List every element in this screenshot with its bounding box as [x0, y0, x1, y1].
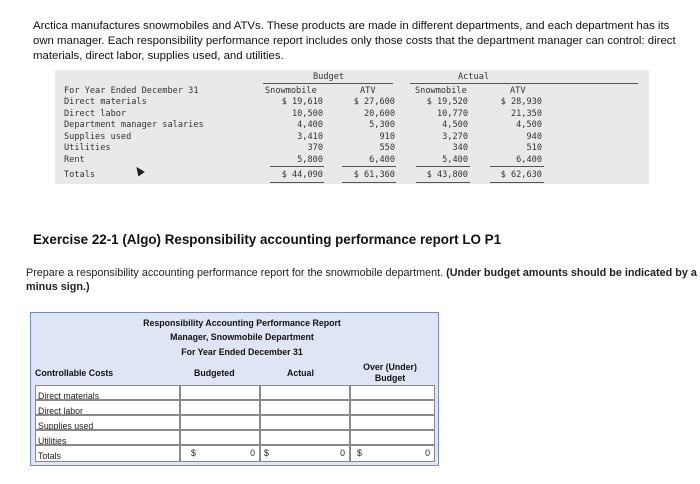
exercise-title: Exercise 22-1 (Algo) Responsibility acco…	[33, 232, 502, 247]
cell: 940	[526, 132, 542, 142]
col-atv-budget: ATV	[360, 86, 376, 96]
double-line	[342, 182, 396, 183]
total-value: 0	[340, 448, 345, 458]
dollar-sign: $	[357, 448, 362, 458]
budgeted-input[interactable]	[180, 415, 260, 430]
over-under-input[interactable]	[350, 400, 435, 415]
row-supplies-used: Supplies used	[35, 415, 180, 431]
row-utilities: Utilities	[35, 430, 180, 446]
instructions: Prepare a responsibility accounting perf…	[26, 266, 698, 294]
double-line	[416, 182, 470, 183]
actual-input[interactable]	[260, 400, 350, 415]
row-totals: Totals	[35, 445, 180, 462]
cell: 5,300	[369, 120, 395, 130]
row-label: Utilities	[64, 143, 111, 153]
actual-input[interactable]	[260, 415, 350, 430]
row-label: Utilities	[38, 436, 67, 446]
budget-group-header: Budget	[313, 72, 345, 82]
budgeted-input[interactable]	[180, 400, 260, 415]
row-direct-labor: Direct labor	[35, 400, 180, 416]
cell: $ 44,090	[281, 170, 323, 180]
instructions-note: (Under budget amounts should be indicate…	[26, 267, 697, 293]
cell: $ 19,520	[426, 97, 468, 107]
cell: 550	[379, 143, 395, 153]
report-subtitle: Manager, Snowmobile Department	[170, 332, 314, 342]
row-label: Direct labor	[64, 109, 127, 119]
cell: 6,400	[516, 155, 542, 165]
report-title: Responsibility Accounting Performance Re…	[143, 318, 341, 328]
budgeted-input[interactable]	[180, 385, 260, 400]
col-actual: Actual	[287, 368, 314, 378]
actual-input[interactable]	[260, 430, 350, 445]
cell: 10,500	[291, 109, 323, 119]
row-label: Supplies used	[64, 132, 132, 142]
instructions-text: Prepare a responsibility accounting perf…	[26, 267, 444, 279]
col-snowmobile-actual: Snowmobile	[415, 86, 467, 96]
col-controllable-costs: Controllable Costs	[35, 368, 114, 378]
cell: 4,500	[516, 120, 542, 130]
actual-total: $ 0	[260, 445, 350, 462]
col-snowmobile-budget: Snowmobile	[265, 86, 317, 96]
cell: $ 62,630	[500, 170, 542, 180]
col-budgeted: Budgeted	[194, 368, 235, 378]
cell: 6,400	[369, 155, 395, 165]
row-label: Department manager salaries	[64, 120, 204, 130]
budgeted-input[interactable]	[180, 430, 260, 445]
cell: $ 61,360	[353, 170, 395, 180]
cell: 4,400	[297, 120, 323, 130]
sum-line	[416, 166, 470, 167]
over-under-input[interactable]	[350, 415, 435, 430]
budget-underline	[263, 83, 393, 84]
actual-input[interactable]	[260, 385, 350, 400]
intro-paragraph: Arctica manufactures snowmobiles and ATV…	[33, 20, 676, 62]
cell: 5,800	[297, 155, 323, 165]
over-under-input[interactable]	[350, 385, 435, 400]
cell: 21,350	[510, 109, 542, 119]
cell: $ 19,610	[281, 97, 323, 107]
sum-line	[270, 166, 324, 167]
cell: 3,410	[297, 132, 323, 142]
cell: 5,400	[442, 155, 468, 165]
cell: $ 28,930	[500, 97, 542, 107]
dollar-sign: $	[191, 448, 196, 458]
row-label: Supplies used	[38, 421, 94, 431]
cell: 370	[307, 143, 323, 153]
cell: 20,600	[363, 109, 395, 119]
cell: 3,270	[442, 132, 468, 142]
row-label: Totals	[64, 170, 96, 180]
row-label: Direct materials	[38, 391, 100, 401]
total-value: 0	[250, 448, 255, 458]
cell: 340	[452, 143, 468, 153]
budget-data-table	[55, 70, 649, 184]
cell: 910	[379, 132, 395, 142]
over-under-total: $ 0	[350, 445, 435, 462]
budgeted-total: $ 0	[180, 445, 260, 462]
row-direct-materials: Direct materials	[35, 385, 180, 401]
row-label: Direct materials	[64, 97, 147, 107]
over-under-input[interactable]	[350, 430, 435, 445]
sum-line	[490, 166, 544, 167]
period-label: For Year Ended December 31	[64, 86, 199, 96]
col-atv-actual: ATV	[510, 86, 526, 96]
double-line	[270, 182, 324, 183]
total-value: 0	[425, 448, 430, 458]
cell: 4,500	[442, 120, 468, 130]
cell: $ 43,800	[426, 170, 468, 180]
row-label: Direct labor	[38, 406, 83, 416]
cell: 10,770	[436, 109, 468, 119]
sum-line	[342, 166, 396, 167]
report-period: For Year Ended December 31	[181, 347, 303, 357]
dollar-sign: $	[264, 448, 269, 458]
row-label: Rent	[64, 155, 85, 165]
cell: 510	[526, 143, 542, 153]
actual-group-header: Actual	[458, 72, 490, 82]
row-label: Totals	[38, 451, 61, 461]
double-line	[490, 182, 544, 183]
cell: $ 27,600	[353, 97, 395, 107]
col-over-under: Over (Under) Budget	[363, 362, 417, 383]
actual-underline	[410, 83, 638, 84]
